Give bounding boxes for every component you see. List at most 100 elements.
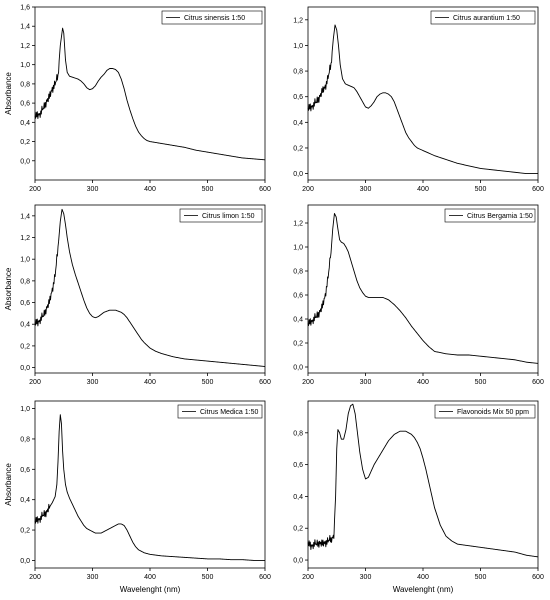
chart-panel-5: 200 300 400 500 600 0,0 0,2 0,4 0,6 0,8 1,0 Absorba… bbox=[4, 400, 271, 594]
x-tick-label: 300 bbox=[87, 574, 99, 581]
series-line-1 bbox=[34, 208, 266, 367]
legend-box bbox=[177, 404, 263, 419]
y-tick-label: 1,0 bbox=[20, 257, 30, 264]
x-tick-label: 600 bbox=[532, 574, 544, 581]
y-tick-label: 1,0 bbox=[293, 43, 303, 50]
x-tick-label: 400 bbox=[417, 379, 429, 386]
y-tick-label: 1,4 bbox=[20, 24, 30, 31]
y-tick-label: 1,2 bbox=[20, 43, 30, 50]
y-tick-label: 0,6 bbox=[293, 94, 303, 101]
legend-box bbox=[444, 208, 536, 223]
series-line-1 bbox=[307, 24, 538, 175]
x-tick-label: 300 bbox=[87, 379, 99, 386]
x-tick-label: 200 bbox=[29, 574, 41, 581]
y-tick-label: 1,2 bbox=[293, 221, 303, 228]
y-tick-label: 0,8 bbox=[20, 436, 30, 443]
x-axis-label: Wavelenght (nm) bbox=[120, 585, 181, 594]
y-tick-label: 0,8 bbox=[20, 81, 30, 88]
series-line-1 bbox=[307, 403, 539, 558]
y-tick-label: 0,2 bbox=[20, 528, 30, 535]
y-tick-label: 0,0 bbox=[293, 558, 303, 565]
x-tick-label: 400 bbox=[417, 574, 429, 581]
y-tick-label: 0,6 bbox=[293, 462, 303, 469]
y-axis-label: Absorbance bbox=[4, 267, 13, 310]
x-tick-label: 600 bbox=[532, 379, 544, 386]
y-tick-label: 0,4 bbox=[293, 494, 303, 501]
legend-label: Citrus Bergamia 1:50 bbox=[467, 213, 533, 220]
legend-label: Citrus Medica 1:50 bbox=[200, 409, 258, 416]
x-tick-label: 400 bbox=[144, 379, 156, 386]
legend-box bbox=[430, 10, 536, 25]
legend-label: Flavonoids Mix 50 ppm bbox=[457, 409, 529, 416]
y-tick-label: 0,4 bbox=[20, 120, 30, 127]
y-tick-label: 0,0 bbox=[293, 365, 303, 372]
x-tick-label: 500 bbox=[202, 574, 214, 581]
y-tick-label: 0,4 bbox=[20, 497, 30, 504]
y-tick-label: 1,2 bbox=[293, 17, 303, 24]
legend-box bbox=[434, 404, 536, 419]
y-tick-label: 0,6 bbox=[20, 467, 30, 474]
plot-frame bbox=[307, 400, 539, 569]
x-tick-label: 200 bbox=[302, 379, 314, 386]
y-tick-label: 1,2 bbox=[20, 235, 30, 242]
x-tick-label: 600 bbox=[532, 186, 544, 193]
x-tick-label: 600 bbox=[259, 186, 271, 193]
series-line-1 bbox=[34, 27, 266, 161]
y-tick-label: 0,8 bbox=[293, 269, 303, 276]
y-axis-label: Absorbance bbox=[4, 72, 13, 115]
y-tick-label: 1,4 bbox=[20, 213, 30, 220]
x-tick-label: 600 bbox=[259, 379, 271, 386]
legend-label: Citrus limon 1:50 bbox=[202, 213, 255, 220]
y-axis-label: Absorbance bbox=[4, 463, 13, 506]
series-line-1 bbox=[307, 212, 539, 364]
y-tick-label: 0,2 bbox=[293, 526, 303, 533]
y-tick-label: 0,8 bbox=[293, 430, 303, 437]
y-tick-label: 1,0 bbox=[20, 62, 30, 69]
y-tick-label: 0,4 bbox=[20, 322, 30, 329]
y-tick-label: 0,0 bbox=[20, 365, 30, 372]
x-tick-label: 400 bbox=[144, 574, 156, 581]
y-tick-label: 0,4 bbox=[293, 120, 303, 127]
y-tick-label: 0,2 bbox=[293, 145, 303, 152]
y-tick-label: 0,0 bbox=[20, 558, 30, 565]
y-tick-label: 0,0 bbox=[20, 158, 30, 165]
plot-frame bbox=[307, 204, 539, 374]
y-tick-label: 0,6 bbox=[20, 300, 30, 307]
x-tick-label: 500 bbox=[475, 574, 487, 581]
y-tick-label: 0,4 bbox=[293, 317, 303, 324]
x-tick-label: 400 bbox=[144, 186, 156, 193]
y-tick-label: 0,0 bbox=[293, 171, 303, 178]
x-tick-label: 400 bbox=[417, 186, 429, 193]
chart-panel-6: 200 300 400 500 600 0,0 0,2 0,4 0,6 0,8 Wavelenght… bbox=[293, 400, 544, 594]
x-tick-label: 200 bbox=[302, 574, 314, 581]
plot-frame bbox=[307, 6, 539, 181]
x-tick-label: 500 bbox=[202, 379, 214, 386]
y-tick-label: 0,2 bbox=[20, 343, 30, 350]
x-tick-label: 300 bbox=[360, 574, 372, 581]
y-tick-label: 1,0 bbox=[20, 406, 30, 413]
y-tick-label: 0,8 bbox=[20, 278, 30, 285]
x-tick-label: 300 bbox=[360, 186, 372, 193]
x-tick-label: 200 bbox=[29, 379, 41, 386]
legend-label: Citrus sinensis 1:50 bbox=[184, 15, 245, 22]
y-tick-label: 1,6 bbox=[20, 5, 30, 12]
legend-box bbox=[161, 10, 263, 25]
legend-label: Citrus aurantium 1:50 bbox=[453, 15, 520, 22]
x-tick-label: 300 bbox=[87, 186, 99, 193]
plot-frame bbox=[34, 6, 266, 181]
legend-box bbox=[179, 208, 263, 223]
x-tick-label: 300 bbox=[360, 379, 372, 386]
x-axis-label: Wavelenght (nm) bbox=[393, 585, 454, 594]
y-tick-label: 0,6 bbox=[20, 101, 30, 108]
y-tick-label: 0,2 bbox=[293, 341, 303, 348]
x-tick-label: 500 bbox=[202, 186, 214, 193]
chart-panel-3: 200 300 400 500 600 0,0 0,2 0,4 0,6 0,8 1,0 1,2 1,4 A… bbox=[4, 204, 271, 386]
chart-panel-2: 200 300 400 500 600 0,0 0,2 0,4 0,6 0,8 1,0 1,2 Citr… bbox=[293, 6, 544, 193]
x-tick-label: 600 bbox=[259, 574, 271, 581]
y-tick-label: 0,6 bbox=[293, 293, 303, 300]
series-line-1 bbox=[34, 414, 265, 561]
x-tick-label: 200 bbox=[29, 186, 41, 193]
plot-frame bbox=[34, 400, 266, 569]
x-tick-label: 200 bbox=[302, 186, 314, 193]
